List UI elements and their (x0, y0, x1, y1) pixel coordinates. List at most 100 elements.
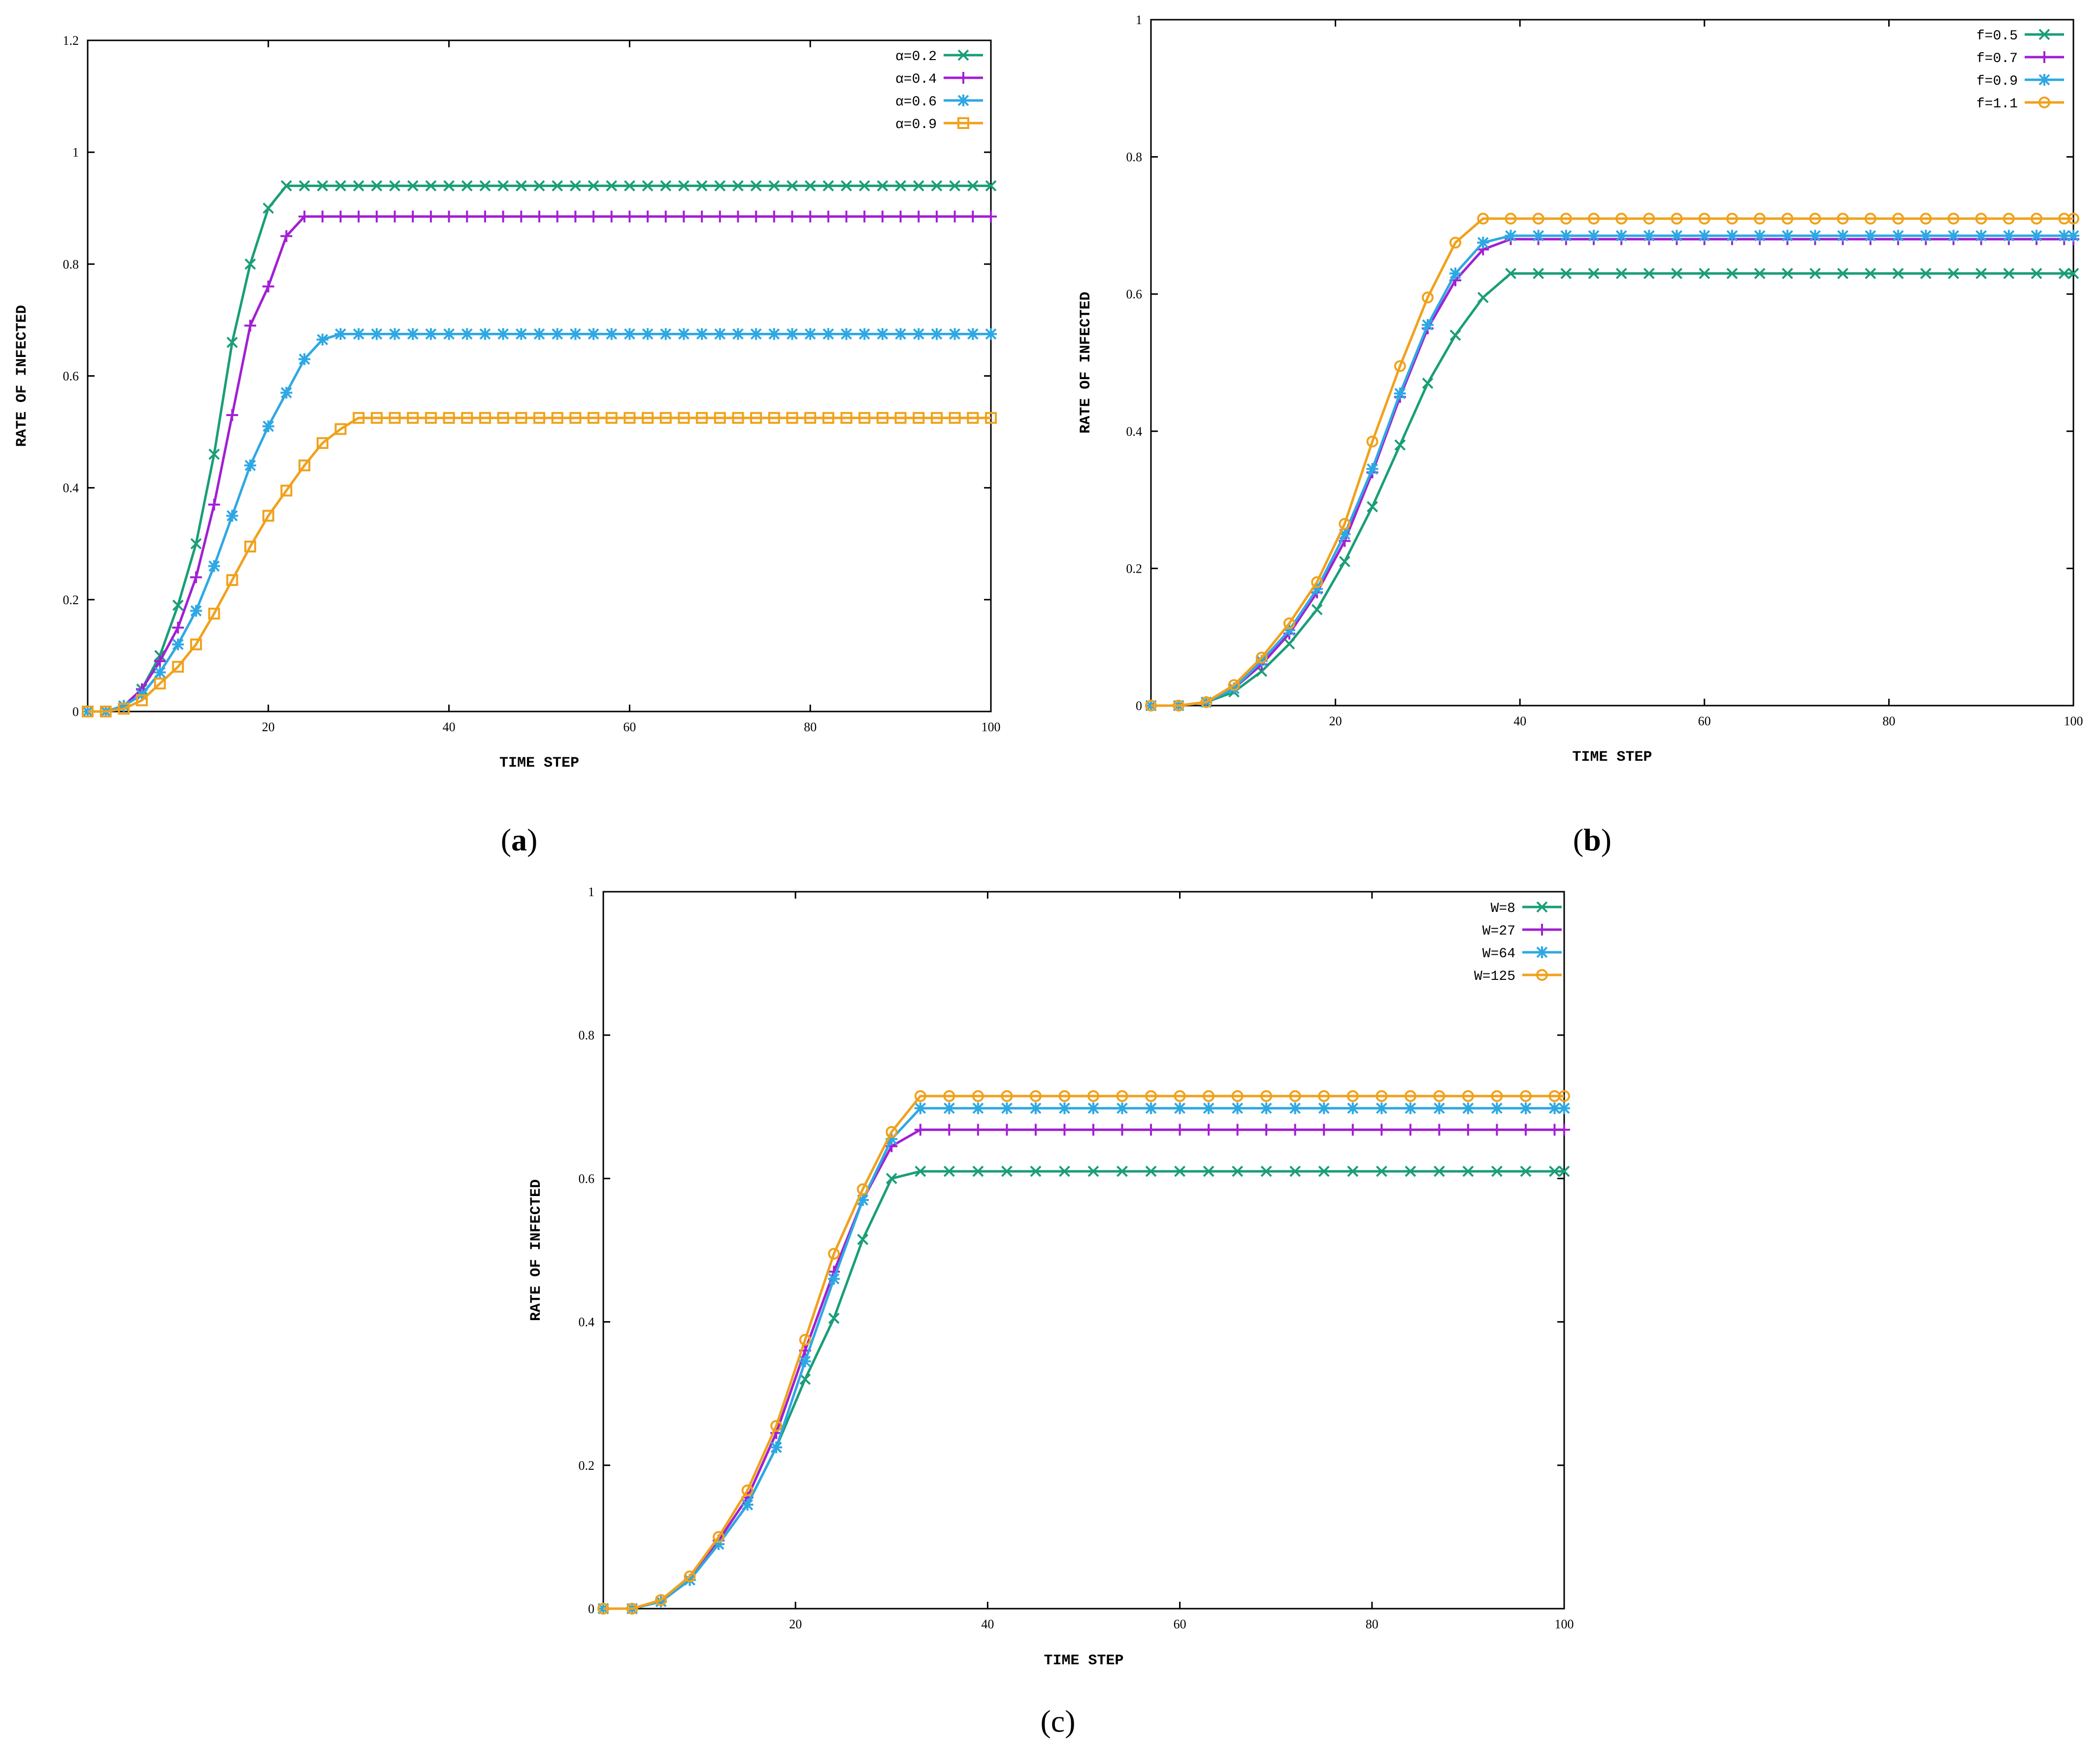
data-point (1318, 1090, 1330, 1102)
data-point (1318, 1102, 1330, 1114)
y-tick-label: 0.2 (63, 593, 79, 607)
data-point (353, 412, 365, 424)
data-point (569, 180, 581, 192)
y-axis-label: RATE OF INFECTED (1078, 291, 1094, 433)
data-point (1558, 1165, 1570, 1177)
data-point (1643, 212, 1655, 225)
data-point (1864, 212, 1876, 225)
data-point (1366, 463, 1378, 475)
data-point (914, 1090, 926, 1102)
y-tick-label: 1 (72, 145, 79, 160)
data-point (1781, 229, 1794, 242)
data-point (768, 180, 780, 192)
data-point (1462, 1102, 1474, 1114)
data-point (1145, 1090, 1157, 1102)
data-point (1228, 682, 1240, 695)
data-point (1519, 1090, 1532, 1102)
data-point (659, 412, 672, 424)
data-point (655, 1595, 667, 1608)
data-point (1145, 1102, 1157, 1114)
data-point (750, 412, 762, 424)
x-tick-label: 80 (1882, 714, 1895, 728)
data-point (1505, 229, 1517, 242)
data-point (1405, 1165, 1416, 1177)
x-tick-label: 60 (1698, 714, 1711, 728)
data-point (1549, 1165, 1560, 1177)
legend-marker (957, 49, 969, 61)
legend-marker (2038, 74, 2050, 86)
data-point (841, 180, 852, 192)
data-point (828, 1312, 840, 1324)
data-point (972, 1102, 984, 1114)
data-point (479, 180, 491, 192)
data-point (1920, 229, 1932, 242)
data-point (1462, 1124, 1474, 1136)
data-point (1477, 291, 1489, 303)
data-point (967, 328, 979, 340)
data-point (262, 202, 274, 214)
data-point (298, 180, 310, 192)
data-point (227, 336, 238, 348)
data-point (479, 328, 491, 340)
data-point (99, 706, 112, 717)
data-point (660, 180, 672, 192)
data-point (371, 180, 383, 192)
data-point (1376, 1090, 1388, 1102)
data-point (913, 412, 925, 424)
data-point (2067, 229, 2079, 242)
legend-label: α=0.9 (895, 117, 937, 132)
data-point (588, 412, 600, 424)
data-point (770, 1420, 783, 1432)
legend-marker (2038, 29, 2050, 40)
y-tick-label: 0.2 (1126, 561, 1143, 576)
data-point (2031, 212, 2043, 225)
legend-marker (2038, 51, 2050, 63)
data-point (1558, 1124, 1570, 1136)
data-point (1643, 229, 1655, 242)
data-point (1505, 212, 1517, 225)
data-point (136, 694, 148, 707)
data-point (1145, 700, 1157, 712)
data-point (353, 328, 365, 340)
plot-frame (602, 891, 1565, 1610)
data-point (1892, 212, 1904, 225)
data-point (894, 412, 907, 424)
data-point (949, 412, 961, 424)
data-point (1433, 1124, 1445, 1136)
legend-label: f=1.1 (1976, 97, 2018, 112)
y-tick-label: 0.8 (579, 1028, 595, 1042)
data-point (1548, 1102, 1561, 1114)
x-axis-label: TIME STEP (1572, 749, 1652, 766)
data-point (461, 412, 473, 424)
data-point (915, 1165, 926, 1177)
data-point (2067, 267, 2079, 279)
data-point (316, 210, 328, 223)
data-point (1505, 267, 1516, 279)
data-point (1892, 229, 1904, 242)
data-point (856, 1194, 869, 1206)
data-point (244, 540, 257, 552)
data-point (1228, 679, 1240, 691)
data-point (1376, 1124, 1388, 1136)
data-point (1174, 1124, 1186, 1136)
data-point (1029, 1102, 1042, 1114)
data-point (281, 180, 292, 192)
data-point (985, 180, 997, 192)
x-tick-label: 100 (982, 720, 1001, 734)
data-point (443, 328, 455, 340)
data-point (1200, 696, 1213, 709)
legend-label: α=0.4 (895, 72, 937, 87)
data-point (985, 328, 997, 340)
data-point (606, 180, 618, 192)
data-point (1422, 377, 1434, 389)
data-point (1339, 556, 1350, 567)
data-point (1975, 229, 1987, 242)
data-point (1339, 528, 1351, 540)
y-axis-label: RATE OF INFECTED (528, 1179, 545, 1321)
data-point (750, 328, 762, 340)
x-tick-label: 60 (1174, 1617, 1186, 1631)
data-point (913, 328, 925, 340)
data-point (949, 180, 961, 192)
legend-label: f=0.9 (1976, 74, 2018, 89)
data-point (786, 210, 798, 223)
